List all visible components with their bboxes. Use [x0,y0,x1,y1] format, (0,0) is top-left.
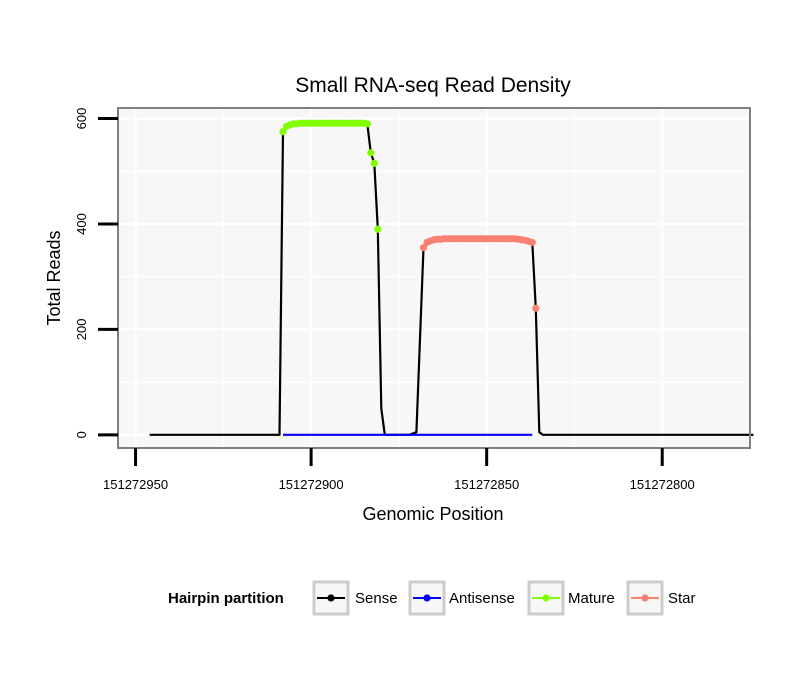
data-marks [149,119,754,436]
legend-item-antisense: Antisense [408,580,515,616]
x-tick-label: 151272900 [279,477,344,492]
legend-label: Sense [355,590,398,607]
plot-border [117,107,751,449]
legend-key-point [327,594,335,602]
point-mature [370,159,378,167]
legend-label: Mature [568,590,615,607]
point-mature [363,120,371,128]
plot-panel [118,108,750,448]
point-star [419,244,428,252]
legend-label: Antisense [449,590,515,607]
x-tick-label: 151272950 [103,477,168,492]
chart-title: Small RNA-seq Read Density [295,74,571,97]
point-mature [279,128,287,136]
legend-label: Star [668,590,696,607]
legend-item-star: Star [626,580,696,616]
y-axis: 0 200 400 600 [74,108,118,438]
x-tick-label: 151272850 [454,477,519,492]
x-tick-label: 151272800 [630,477,695,492]
y-tick-label: 400 [74,213,89,235]
legend-title: Hairpin partition [168,590,284,607]
y-tick-label: 0 [74,431,89,438]
legend-item-sense: Sense [312,580,398,616]
legend-key-point [641,594,649,602]
y-tick-label: 200 [74,319,89,341]
x-axis: 151272950 151272900 151272850 151272800 [103,448,695,492]
legend: Hairpin partition Sense Antisense Mature St… [168,580,696,616]
point-mature [374,225,382,233]
legend-key-point [423,594,431,602]
y-axis-label: Total Reads [44,230,64,325]
point-star [528,238,536,247]
x-axis-label: Genomic Position [362,504,503,524]
legend-key-point [542,594,550,602]
legend-item-mature: Mature [527,580,615,616]
point-star [532,304,540,312]
point-mature [367,149,375,157]
y-tick-label: 600 [74,108,89,130]
